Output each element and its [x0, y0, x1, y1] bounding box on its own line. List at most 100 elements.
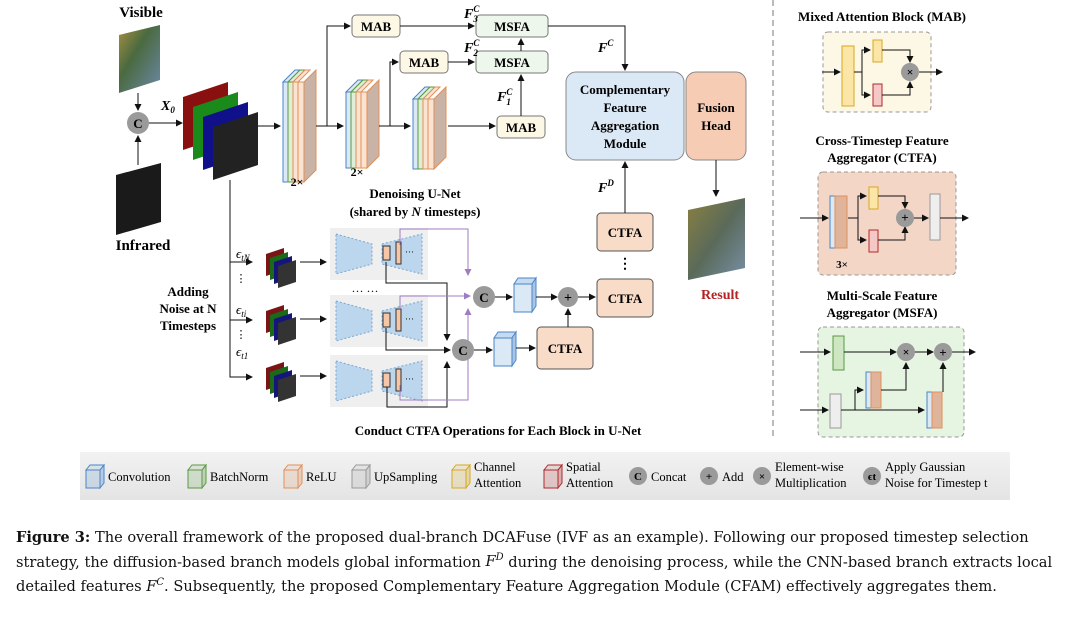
cnn-block [344, 78, 380, 170]
cube-icon [282, 463, 304, 490]
ellipsis: … … [352, 281, 379, 295]
fd-label: FD [597, 178, 614, 196]
legend-item: Channel Attention [450, 460, 522, 490]
cube-icon [450, 463, 472, 490]
svg-text:×: × [907, 65, 914, 79]
unet-subtitle: (shared by N timesteps) [350, 204, 481, 219]
cube-icon [542, 463, 564, 490]
f3c-label: FC 3 [463, 4, 480, 24]
legend-item: UpSampling [350, 463, 438, 490]
vertical-ellipsis: ⋮ [618, 257, 632, 272]
svg-text:+: + [564, 291, 572, 306]
svg-text:CTFA: CTFA [548, 341, 583, 356]
svg-text:ϵt: ϵt [868, 471, 877, 483]
svg-text:Head: Head [701, 118, 731, 133]
ctfa-detail-title: Cross-Timestep Feature [815, 133, 948, 148]
noisy-image-stack [266, 305, 296, 345]
svg-text:×: × [903, 345, 910, 359]
unet-title: Denoising U-Net [369, 186, 461, 201]
msfa-detail-title: Aggregator (MSFA) [827, 305, 938, 320]
legend-label: Attention [474, 476, 522, 490]
f1c-label: FC 1 [496, 87, 513, 107]
msfa-box: MSFA [475, 14, 549, 38]
svg-text:···: ··· [405, 314, 414, 324]
legend-item: × Element-wise Multiplication [753, 460, 847, 490]
svg-text:MAB: MAB [506, 120, 537, 135]
legend-item: ϵt Apply Gaussian Noise for Timestep t [863, 460, 988, 490]
svg-text:+: + [706, 471, 712, 483]
cnn-block [411, 85, 447, 171]
svg-text:Module: Module [604, 136, 647, 151]
unet-copies: ··· ··· ··· [330, 228, 428, 407]
ctfa-detail-title: Aggregator (CTFA) [827, 150, 936, 165]
svg-text:Complementary: Complementary [580, 82, 671, 97]
mab-box: MAB [496, 115, 546, 139]
add-icon [558, 287, 578, 307]
svg-text:C: C [479, 290, 488, 305]
x0-label: X0 [160, 99, 175, 115]
legend-item: + Add [700, 467, 744, 485]
svg-text:MAB: MAB [409, 55, 440, 70]
legend-label: Add [722, 470, 744, 484]
legend-label: UpSampling [374, 470, 438, 484]
svg-text:Fusion: Fusion [697, 100, 735, 115]
fusion-head-box: Fusion Head [685, 71, 747, 161]
legend-item: C Concat [629, 467, 687, 485]
noise-icon [863, 467, 881, 485]
repeat-label: 2× [291, 175, 304, 189]
svg-text:+: + [939, 345, 946, 360]
ctfa-note: Conduct CTFA Operations for Each Block i… [355, 423, 642, 438]
concat-icon [127, 112, 149, 134]
f2c-label: FC 2 [463, 38, 480, 58]
mab-box: MAB [399, 50, 449, 74]
legend-item: BatchNorm [186, 463, 269, 490]
svg-text:···: ··· [405, 374, 414, 384]
result-label: Result [701, 288, 739, 303]
msfa-box: MSFA [475, 50, 549, 74]
legend-label: Apply Gaussian [885, 460, 966, 474]
ctfa-box: CTFA [536, 326, 594, 370]
msfa-detail: × + [800, 326, 976, 438]
legend-label: Attention [566, 476, 614, 490]
svg-text:Aggregation: Aggregation [591, 118, 660, 133]
ctfa-box: CTFA [596, 212, 654, 252]
concat-icon [629, 467, 647, 485]
caption-text: The overall framework of the proposed du… [16, 529, 1053, 595]
svg-text:×: × [759, 471, 765, 483]
epsilon-t1-label: ϵt1 [236, 344, 248, 361]
legend-label: Element-wise [775, 460, 844, 474]
cube-icon [350, 463, 372, 490]
cube-icon [84, 463, 106, 490]
unet-copy: ··· [330, 228, 428, 280]
fc-label: FC [597, 38, 614, 56]
ctfa-detail: 3× + [800, 171, 969, 276]
msfa-detail-title: Multi-Scale Feature [827, 288, 938, 303]
legend-label: Convolution [108, 470, 171, 484]
multiply-icon [753, 467, 771, 485]
legend-label: Concat [651, 470, 687, 484]
legend-items: Convolution BatchNorm ReLU UpSampling Channe… [84, 460, 988, 490]
legend-label: Noise for Timestep t [885, 476, 988, 490]
unet-copy: ··· [330, 295, 428, 347]
unet-copy: ··· [330, 355, 428, 407]
svg-text:CTFA: CTFA [608, 291, 643, 306]
legend-label: ReLU [306, 470, 337, 484]
svg-text:⋮: ⋮ [236, 273, 247, 285]
legend-label: Spatial [566, 460, 601, 474]
noise-label: Noise at N [159, 301, 217, 316]
svg-text:MSFA: MSFA [494, 19, 530, 34]
legend-label: Channel [474, 460, 516, 474]
cnn-block [281, 68, 317, 184]
legend-item: Convolution [84, 463, 171, 490]
svg-text:C: C [458, 343, 467, 358]
mab-detail: × [822, 31, 943, 113]
infrared-image [116, 163, 161, 235]
mab-detail-title: Mixed Attention Block (MAB) [798, 9, 966, 24]
svg-text:+: + [901, 210, 908, 225]
epsilon-tn-label: ϵtN [236, 246, 251, 263]
mab-box: MAB [351, 14, 401, 38]
legend-item: Spatial Attention [542, 460, 614, 490]
svg-text:Feature: Feature [603, 100, 646, 115]
